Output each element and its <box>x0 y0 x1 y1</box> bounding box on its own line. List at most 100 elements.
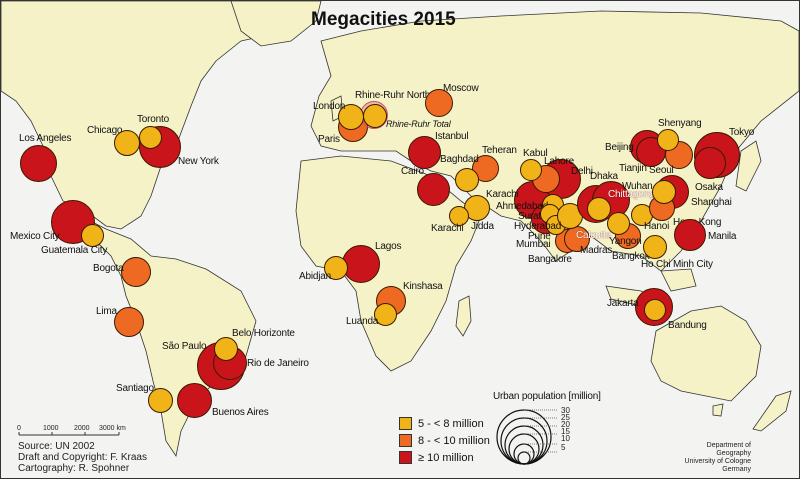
legend-swatch-yellow <box>399 417 412 430</box>
city-yangon-circle[interactable] <box>607 212 630 235</box>
city-sao-paulo-label: São Paulo <box>162 341 207 352</box>
city-ho-chi-minh-label: Ho Chi Minh City <box>641 259 713 270</box>
city-kinshasa-label: Kinshasa <box>403 281 443 292</box>
legend-class-large: ≥ 10 million <box>399 451 474 464</box>
city-dhaka-label: Dhaka <box>590 171 618 182</box>
city-cairo-label: Cairo <box>401 166 424 177</box>
city-manila-circle[interactable] <box>674 219 706 251</box>
credit-university: University of Cologne <box>684 458 751 465</box>
size-value-25: 25 <box>561 413 570 422</box>
scale-tick-1000: 1000 <box>43 425 59 432</box>
city-hyderabad-label: Hyderabad <box>514 221 562 232</box>
city-surat-label: Surat <box>518 211 541 222</box>
city-toronto-circle[interactable] <box>139 126 162 149</box>
city-wuhan-label: Wuhan <box>622 181 653 192</box>
city-abidjan-label: Abidjan <box>299 271 331 282</box>
city-yangon-label: Yangon <box>609 236 642 247</box>
legend-label-medium: 8 - < 10 million <box>418 434 490 447</box>
city-manila-label: Manila <box>708 231 737 242</box>
city-rhine-ruhr-total-label: Rhine-Ruhr Total <box>386 119 451 129</box>
city-istanbul-label: Istanbul <box>435 131 469 142</box>
city-calcutta-label: Calcutta <box>576 230 612 241</box>
city-kabul-label: Kabul <box>523 148 548 159</box>
source-line: Source: UN 2002 <box>18 441 95 452</box>
credit-department: Department of Geography <box>706 442 751 457</box>
scale-tick-2000: 2000 <box>74 425 90 432</box>
city-los-angeles-label: Los Angeles <box>19 133 72 144</box>
size-value-10: 10 <box>561 434 570 443</box>
map-title: Megacities 2015 <box>311 9 456 30</box>
city-wuhan-circle[interactable] <box>652 180 676 204</box>
city-paris-label: Paris <box>318 134 340 145</box>
size-legend-title: Urban population [million] <box>493 391 601 402</box>
city-ho-chi-minh-circle[interactable] <box>643 235 667 259</box>
city-moscow-circle[interactable] <box>425 89 453 117</box>
city-tianjin-label: Tianjin <box>619 163 647 174</box>
legend-swatch-red <box>399 451 412 464</box>
city-jakarta-label: Jakarta <box>607 298 639 309</box>
city-mexico-city-label: Mexico City <box>10 231 60 242</box>
city-tokyo-label: Tokyo <box>729 127 755 138</box>
legend-label-large: ≥ 10 million <box>418 451 474 464</box>
city-lahore-label: Lahore <box>544 156 574 167</box>
scale-tick-0: 0 <box>17 425 21 432</box>
city-pune-label: Pune <box>528 231 551 242</box>
city-osaka-circle[interactable] <box>694 147 726 179</box>
city-shenyang-circle[interactable] <box>657 129 679 151</box>
city-los-angeles-circle[interactable] <box>20 145 57 182</box>
city-abidjan-circle[interactable] <box>324 256 348 280</box>
city-karachi-label-text: Karachi <box>486 189 519 200</box>
city-jidda-circle[interactable] <box>449 206 469 226</box>
city-lagos-circle[interactable] <box>342 245 380 283</box>
city-bogota-label: Bogota <box>93 263 124 274</box>
city-shanghai-label: Shanghai <box>691 197 732 208</box>
city-bangalore-label: Bangalore <box>528 254 572 265</box>
city-baghdad-circle[interactable] <box>455 168 479 192</box>
city-santiago-label: Santiago <box>116 383 154 394</box>
city-new-york-label: New York <box>178 156 219 167</box>
city-rio-de-janeiro-label: Rio de Janeiro <box>247 358 309 369</box>
city-bangkok-label: Bangkok <box>612 251 650 262</box>
size-value-5: 5 <box>561 443 566 452</box>
city-bandung-circle[interactable] <box>644 299 666 321</box>
city-chittagong-circle[interactable] <box>587 197 611 221</box>
size-value-30: 30 <box>561 406 570 415</box>
city-ahmedabad-label: Ahmedabad <box>496 201 549 212</box>
city-istanbul-circle[interactable] <box>408 136 441 169</box>
city-madras-label: Madras <box>580 245 613 256</box>
draft-line: Draft and Copyright: F. Kraas <box>18 452 147 463</box>
city-belo-horizonte-label: Belo Horizonte <box>232 328 295 339</box>
legend-class-small: 5 - < 8 million <box>399 417 484 430</box>
city-tianjin-circle[interactable] <box>636 137 666 167</box>
city-london-label: London <box>313 101 346 112</box>
credit-country: Germany <box>722 466 751 473</box>
city-baghdad-label: Baghdad <box>440 154 479 165</box>
city-toronto-label: Toronto <box>137 114 169 125</box>
city-teheran-label: Teheran <box>482 145 517 156</box>
city-lima-circle[interactable] <box>114 307 144 337</box>
city-luanda-circle[interactable] <box>374 303 397 326</box>
city-bogota-circle[interactable] <box>121 257 151 287</box>
city-guatemala-city-label: Guatemala City <box>41 245 108 256</box>
source-note: Source: UN 2002 Draft and Copyright: F. … <box>18 441 147 474</box>
city-mexico-city-circle[interactable] <box>51 200 95 244</box>
city-bandung-label: Bandung <box>668 320 707 331</box>
city-guatemala-city-circle[interactable] <box>81 224 104 247</box>
city-moscow-label: Moscow <box>443 83 479 94</box>
city-belo-horizonte-circle[interactable] <box>214 337 238 361</box>
city-rhine-ruhr-north-circle[interactable] <box>363 104 387 128</box>
city-buenos-aires-circle[interactable] <box>177 383 212 418</box>
city-riyadh-label: Jidda <box>471 221 494 232</box>
city-chicago-label: Chicago <box>87 125 123 136</box>
cartography-line: Cartography: R. Spohner <box>18 463 130 474</box>
city-jidda-label: Karachi <box>431 223 464 234</box>
scale-tick-3000: 3000 km <box>99 425 126 432</box>
city-shenyang-label: Shenyang <box>658 118 702 129</box>
size-value-20: 20 <box>561 420 570 429</box>
city-buenos-aires-label: Buenos Aires <box>212 407 269 418</box>
city-kabul-circle[interactable] <box>520 159 542 181</box>
city-lagos-label: Lagos <box>375 241 402 252</box>
city-cairo-circle[interactable] <box>417 173 450 206</box>
city-santiago-circle[interactable] <box>148 388 173 413</box>
